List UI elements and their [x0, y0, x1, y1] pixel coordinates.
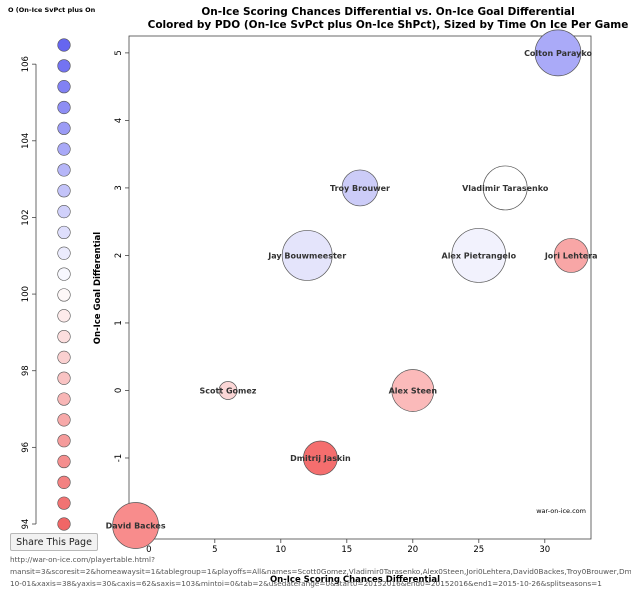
point-label: Troy Brouwer: [330, 184, 390, 193]
point-vladimir-tarasenko: [482, 165, 528, 211]
point-label: Scott Gomez: [200, 386, 257, 395]
legend-color-swatch: [57, 392, 71, 406]
legend-tick-label: 96: [21, 442, 31, 453]
y-tick-label: 1: [114, 320, 124, 325]
x-tick-label: 25: [473, 545, 484, 555]
legend-title: O (On-Ice SvPct plus On: [8, 6, 96, 14]
point-jori-lehtera: [553, 238, 589, 273]
point-dmitrij-jaskin: [303, 440, 338, 476]
legend-color-swatch: [57, 350, 71, 364]
legend-color-swatch: [57, 267, 71, 281]
point-label: Alex Steen: [389, 386, 438, 395]
legend-color-swatch: [57, 413, 71, 427]
x-tick-label: 5: [212, 545, 217, 555]
legend-color-swatch: [57, 288, 71, 302]
watermark: war-on-ice.com: [536, 507, 586, 515]
plot-frame: [128, 35, 592, 540]
legend-color-swatch: [57, 80, 71, 94]
point-label: Colton Parayko: [524, 49, 592, 58]
legend-color-swatch: [57, 225, 71, 240]
point-label: Jori Lehtera: [544, 251, 598, 260]
legend-tick-label: 102: [21, 209, 31, 225]
legend-color-swatch: [57, 434, 71, 448]
y-tick-label: 3: [114, 185, 124, 190]
y-tick-label: 4: [114, 118, 124, 123]
legend-color-swatch: [57, 329, 71, 344]
y-tick-label: 5: [114, 50, 124, 55]
legend-color-swatch: [57, 142, 71, 156]
point-scott-gomez: [218, 381, 238, 400]
legend-color-swatch: [57, 205, 71, 219]
point-label: David Backes: [106, 521, 166, 530]
legend-color-swatch: [57, 517, 71, 531]
point-troy-brouwer: [341, 169, 379, 207]
x-tick-label: 10: [275, 545, 286, 555]
x-tick-label: 30: [539, 545, 550, 555]
legend-color-swatch: [57, 100, 71, 115]
legend-color-swatch: [57, 38, 71, 52]
legend-tick-label: 104: [21, 133, 31, 149]
point-label: Jay Bouwmeester: [267, 251, 346, 260]
legend-color-swatch: [57, 59, 71, 73]
legend-color-swatch: [57, 309, 71, 323]
legend-tick-label: 94: [21, 519, 31, 530]
legend-tick-label: 106: [21, 56, 31, 72]
share-url-line-1[interactable]: http://war-on-ice.com/playertable.html?: [10, 555, 155, 564]
x-axis-label: On-Ice Scoring Chances Differential: [270, 575, 440, 585]
point-colton-parayko: [534, 29, 582, 77]
point-david-backes: [112, 502, 159, 549]
x-tick-label: 20: [407, 545, 418, 555]
legend-color-swatch: [57, 163, 71, 177]
chart-title: On-Ice Scoring Chances Differential vs. …: [201, 6, 574, 18]
point-label: Vladimir Tarasenko: [462, 184, 549, 193]
x-tick-label: 15: [341, 545, 352, 555]
legend-color-swatch: [57, 454, 71, 469]
legend-tick-label: 98: [21, 365, 31, 376]
data-points: Colton Parayko Troy Brouwer Vladimir Taras…: [106, 29, 598, 549]
legend-tick-label: 100: [21, 286, 31, 302]
y-axis-label: On-Ice Goal Differential: [93, 232, 103, 344]
x-tick-label: 0: [146, 545, 151, 555]
share-page-button[interactable]: Share This Page: [10, 533, 98, 551]
y-tick-label: -1: [114, 454, 124, 462]
pdo-color-legend: 106 104 102 100 98 96 94: [21, 38, 71, 531]
legend-color-swatch: [57, 246, 71, 260]
point-alex-pietrangelo: [451, 228, 507, 283]
legend-color-swatch: [57, 371, 71, 385]
share-url-line-2[interactable]: mansit=3&scoresit=2&homeawaysit=1&tableg…: [10, 567, 631, 576]
legend-color-swatch: [57, 496, 71, 510]
point-alex-steen: [391, 369, 435, 412]
legend-color-swatch: [57, 475, 71, 489]
chart-subtitle: Colored by PDO (On-Ice SvPct plus On-Ice…: [148, 19, 629, 31]
point-label: Dmitrij Jaskin: [290, 454, 351, 463]
legend-color-swatch: [57, 121, 71, 135]
point-jay-bouwmeester: [281, 230, 333, 281]
y-tick-label: 0: [114, 388, 124, 393]
share-url-line-3[interactable]: 10-01&xaxis=38&yaxis=30&caxis=62&saxis=1…: [10, 579, 602, 588]
point-label: Alex Pietrangelo: [442, 251, 517, 260]
legend-color-swatch: [57, 184, 71, 198]
y-tick-label: 2: [114, 253, 124, 258]
